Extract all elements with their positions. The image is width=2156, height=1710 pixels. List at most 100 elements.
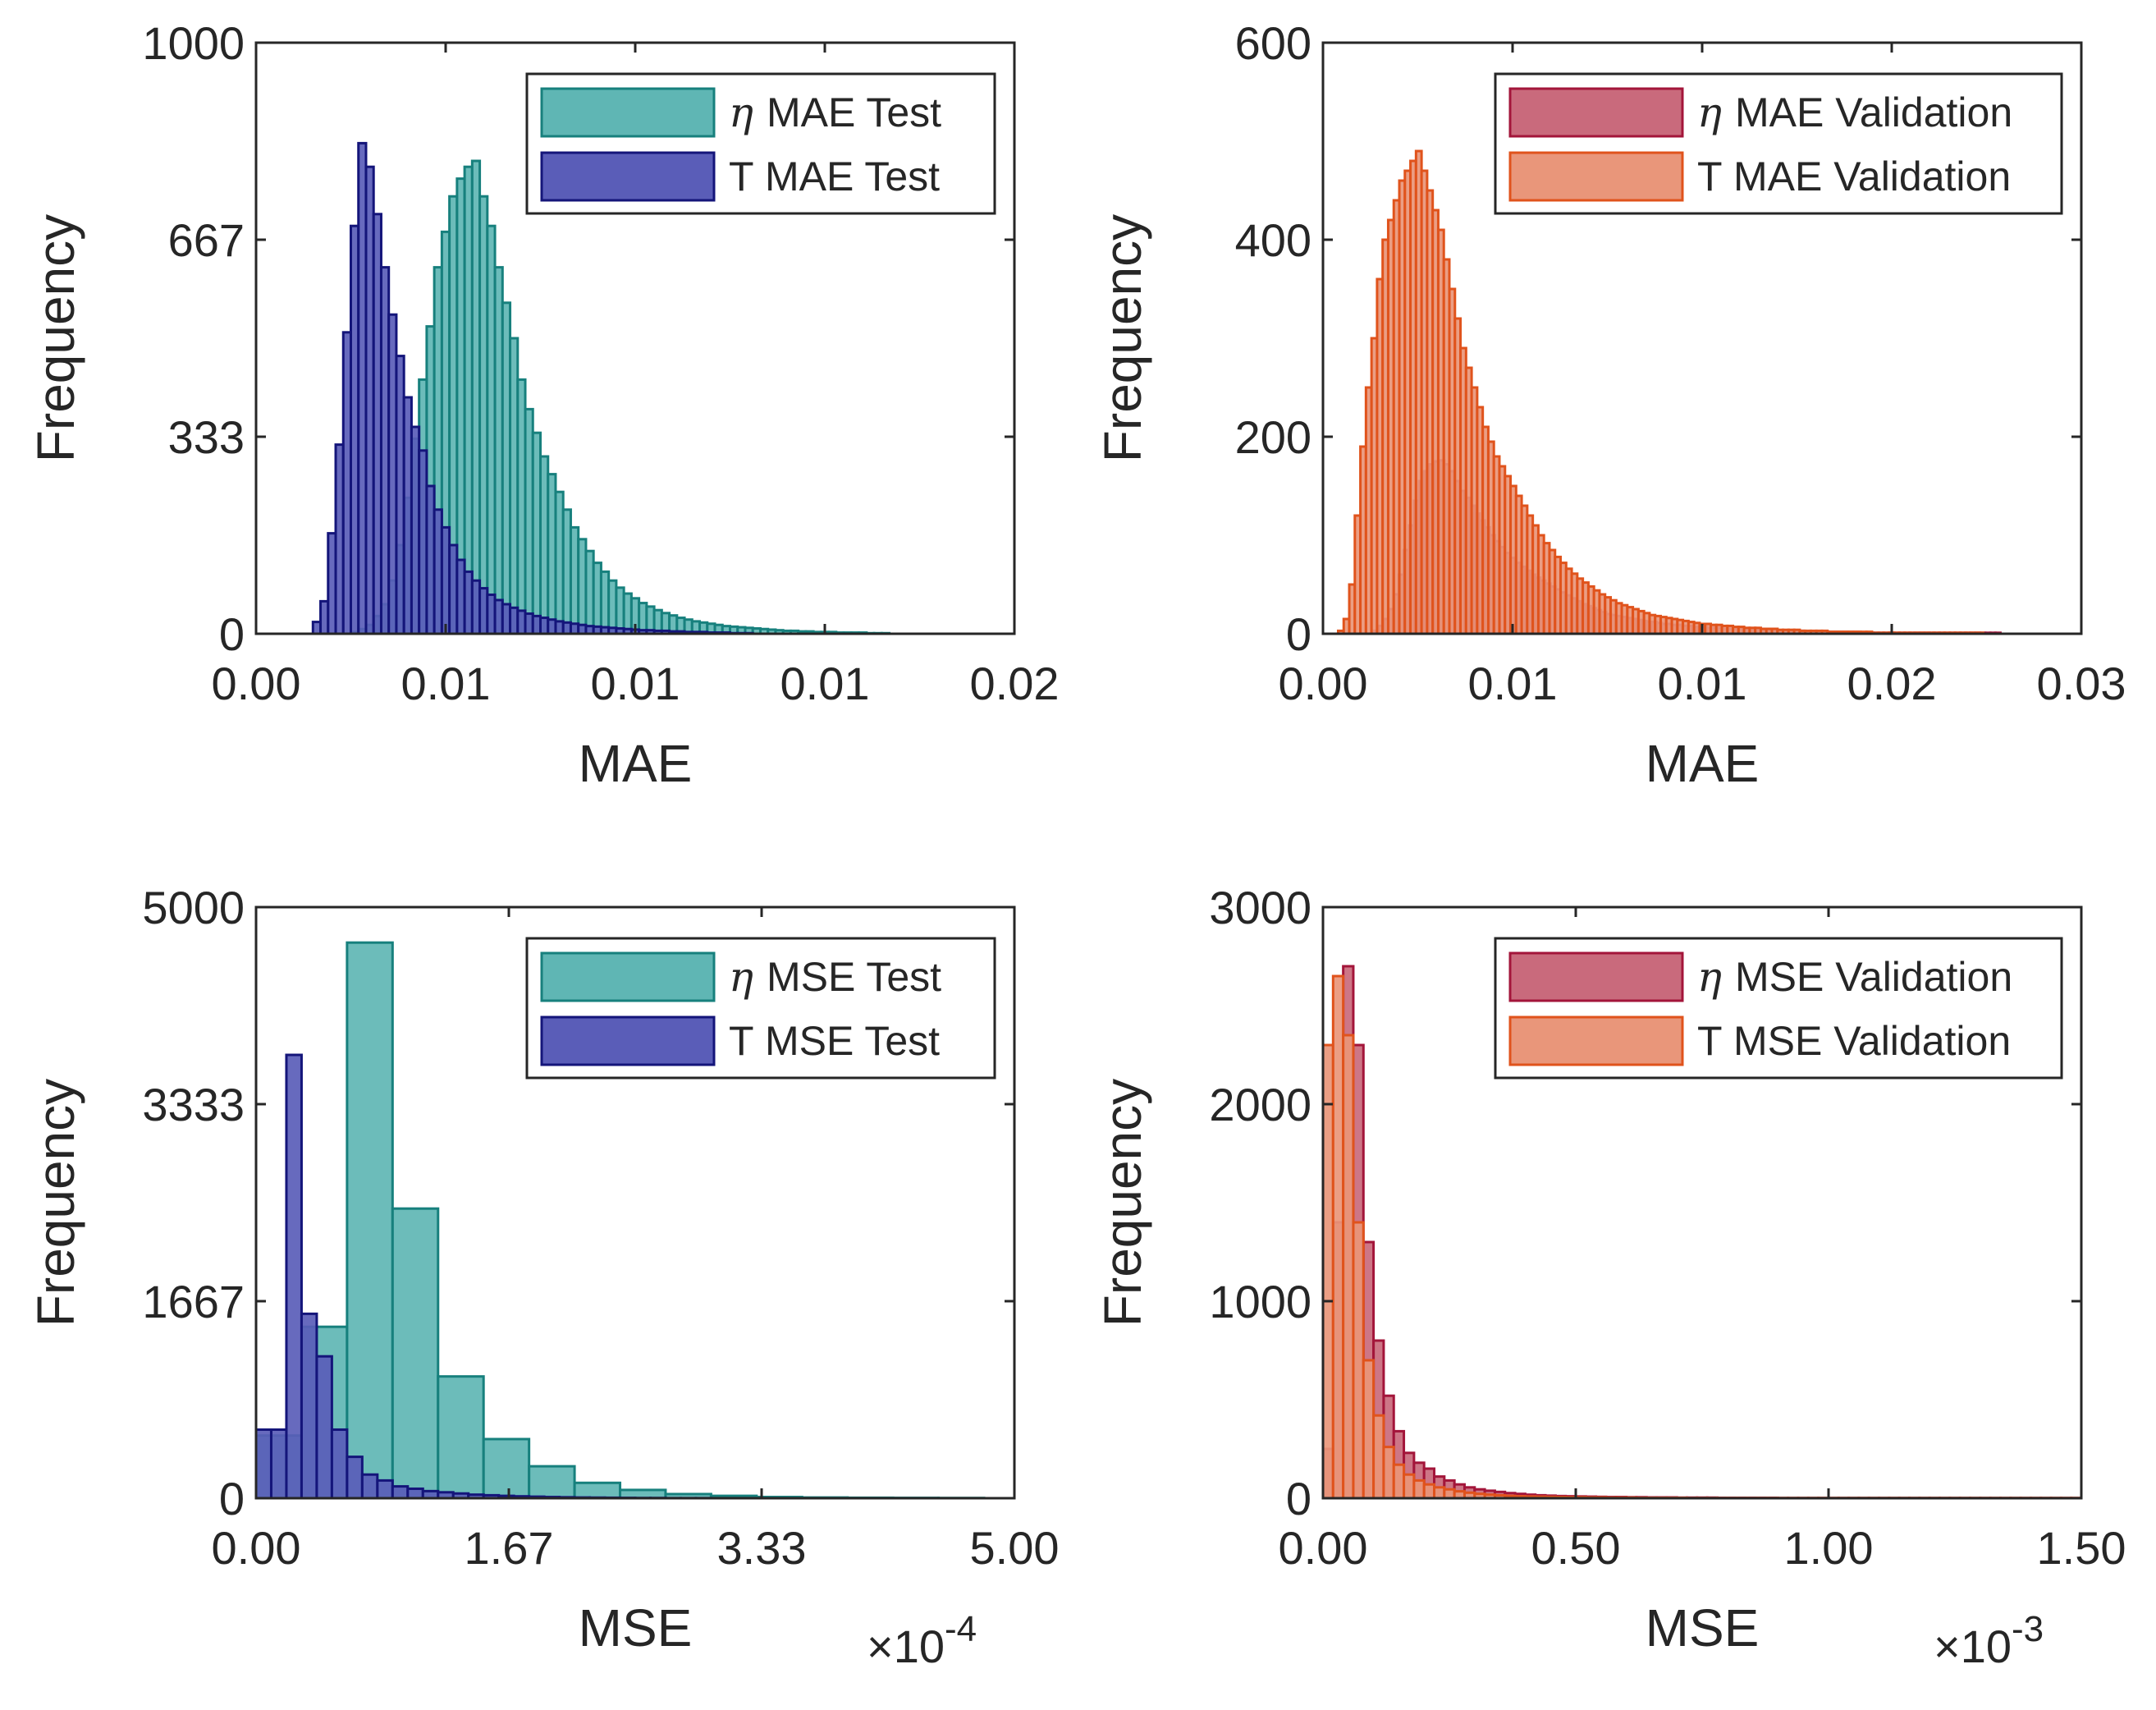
histogram-bar <box>362 1474 377 1498</box>
y-tick-label: 0 <box>1286 1473 1311 1524</box>
y-tick-label: 600 <box>1235 17 1311 69</box>
y-tick-label: 1000 <box>1209 1276 1311 1327</box>
histogram-bar <box>347 1457 362 1498</box>
histogram-bar <box>1343 1035 1353 1498</box>
histogram-bar <box>1414 1480 1424 1498</box>
legend-swatch <box>1510 1017 1682 1065</box>
legend-symbol: η <box>1697 953 1722 1001</box>
legend-swatch <box>1510 953 1682 1001</box>
legend-label: MSE Test <box>765 1018 940 1064</box>
histogram-bar <box>1435 1488 1444 1498</box>
y-tick-label: 3333 <box>142 1079 245 1130</box>
histogram-bar <box>1424 1484 1434 1498</box>
y-tick-label: 0 <box>1286 608 1311 660</box>
legend-symbol: η <box>729 953 753 1001</box>
histogram-bar <box>378 1480 392 1498</box>
x-tick-label: 0.00 <box>1279 1522 1368 1574</box>
legend-label: MSE Validation <box>1733 1018 2011 1064</box>
histogram-bar <box>483 1439 529 1498</box>
histogram-bar <box>1363 1360 1373 1498</box>
x-exponent-power: -3 <box>2012 1609 2044 1649</box>
histogram-bar <box>1404 1474 1414 1498</box>
legend-label: MSE Validation <box>1735 954 2012 1000</box>
legend-swatch <box>542 953 714 1001</box>
y-tick-label: 0 <box>219 608 245 660</box>
histogram-bar <box>1444 1489 1454 1498</box>
x-tick-label: 0.01 <box>1468 658 1558 709</box>
histogram-bar <box>1374 1415 1384 1498</box>
x-tick-label: 0.00 <box>1279 658 1368 709</box>
y-tick-label: 3000 <box>1209 882 1311 933</box>
legend-swatch <box>542 1017 714 1065</box>
y-tick-label: 2000 <box>1209 1079 1311 1130</box>
legend-symbol: T <box>729 1018 754 1064</box>
y-axis-label: Frequency <box>1093 1079 1152 1327</box>
x-tick-label: 0.02 <box>970 658 1060 709</box>
y-tick-label: 333 <box>168 411 245 463</box>
panel-mse-validation: 0.00 0.50 1.00 1.50 0 1000 2000 3000 MSE Frequenc… <box>1093 882 2126 1672</box>
x-axis-label: MAE <box>1646 734 1760 793</box>
histogram-bar <box>1323 1045 1333 1498</box>
histogram-bar <box>1394 1465 1403 1498</box>
x-tick-label: 0.01 <box>401 658 491 709</box>
histogram-bar <box>347 942 392 1498</box>
y-tick-label: 200 <box>1235 411 1311 463</box>
x-tick-label: 0.01 <box>1658 658 1747 709</box>
x-tick-label: 0.02 <box>1847 658 1937 709</box>
x-tick-label: 1.00 <box>1784 1522 1874 1574</box>
legend-symbol: η <box>729 89 753 136</box>
histogram-bar <box>271 1429 286 1498</box>
legend-swatch <box>1510 153 1682 200</box>
y-tick-label: 1000 <box>142 17 245 69</box>
legend-symbol: T <box>1697 154 1723 199</box>
x-exponent-power: -4 <box>945 1609 977 1649</box>
x-axis-label: MSE <box>1646 1598 1760 1657</box>
y-tick-label: 0 <box>219 1473 245 1524</box>
histogram-bar <box>392 1208 437 1498</box>
x-tick-label: 0.01 <box>591 658 680 709</box>
legend-symbol: η <box>1697 89 1722 136</box>
histogram-bar <box>574 1483 620 1498</box>
histogram-bar <box>332 1429 346 1498</box>
histogram-bar <box>1353 1222 1363 1498</box>
histogram-bar <box>317 1356 332 1498</box>
legend-symbol: T <box>1697 1018 1723 1064</box>
x-tick-label: 1.50 <box>2037 1522 2126 1574</box>
y-tick-label: 1667 <box>142 1276 245 1327</box>
legend-label: MAE Validation <box>1733 154 2011 199</box>
legend-swatch <box>542 89 714 136</box>
x-axis-label: MSE <box>579 1598 693 1657</box>
legend-swatch <box>542 153 714 200</box>
x-tick-label: 0.00 <box>212 658 301 709</box>
y-axis-label: Frequency <box>26 1079 85 1327</box>
legend-label: MAE Validation <box>1735 89 2012 135</box>
legend-swatch <box>1510 89 1682 136</box>
x-tick-label: 0.01 <box>780 658 870 709</box>
legend-label: MAE Test <box>767 89 941 135</box>
legend-label: MSE Test <box>767 954 941 1000</box>
histogram-bar <box>408 1488 423 1498</box>
x-tick-label: 0.50 <box>1531 1522 1621 1574</box>
x-axis-label: MAE <box>579 734 693 793</box>
histogram-bar <box>301 1313 316 1498</box>
y-axis-label: Frequency <box>26 214 85 462</box>
x-tick-label: 0.03 <box>2037 658 2126 709</box>
histogram-bar <box>529 1466 574 1498</box>
y-tick-label: 5000 <box>142 882 245 933</box>
x-tick-label: 3.33 <box>716 1522 806 1574</box>
legend-label: MAE Test <box>765 154 940 199</box>
histogram-bar <box>256 1429 271 1498</box>
histogram-bar <box>286 1055 301 1498</box>
y-tick-label: 400 <box>1235 214 1311 266</box>
x-exponent-label: ×10-4 <box>867 1609 977 1672</box>
x-exponent-label: ×10-3 <box>1934 1609 2044 1672</box>
histogram-bar <box>1333 976 1343 1498</box>
